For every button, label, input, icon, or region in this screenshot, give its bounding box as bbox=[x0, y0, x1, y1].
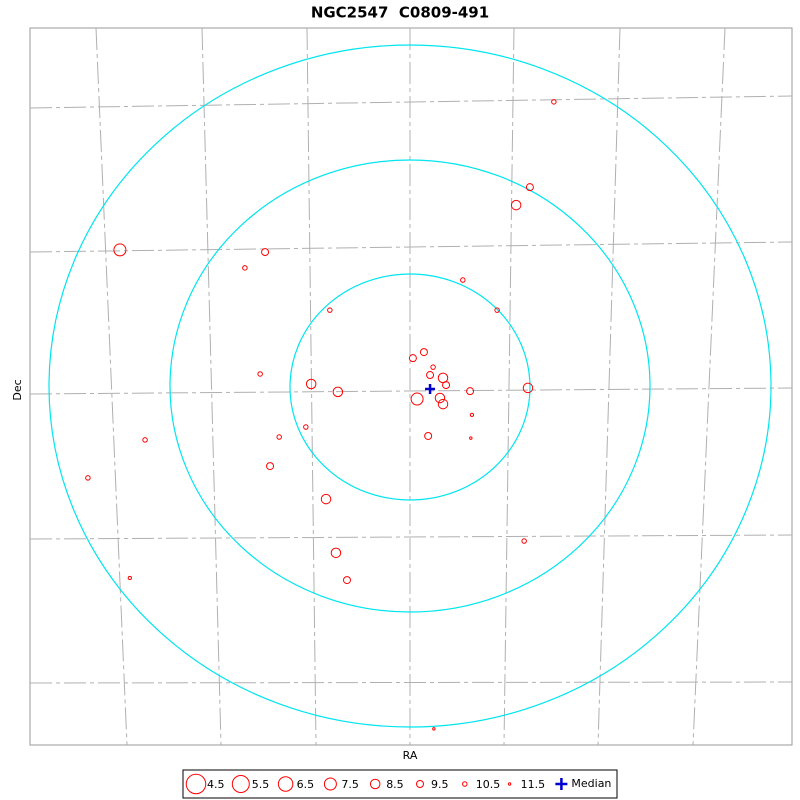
legend-symbol bbox=[416, 780, 424, 788]
chart-title: NGC2547 C0809-491 bbox=[311, 4, 489, 22]
star bbox=[434, 392, 446, 404]
star bbox=[332, 386, 344, 398]
legend-symbol bbox=[277, 776, 294, 792]
star bbox=[408, 354, 417, 363]
legend-symbol bbox=[369, 778, 381, 790]
star bbox=[551, 99, 557, 105]
star bbox=[426, 371, 435, 380]
star bbox=[522, 382, 534, 394]
star bbox=[276, 434, 282, 440]
star bbox=[85, 475, 91, 481]
star bbox=[327, 307, 333, 313]
star bbox=[342, 576, 351, 585]
star bbox=[305, 378, 317, 390]
star bbox=[466, 387, 475, 396]
star bbox=[460, 277, 466, 283]
legend-symbol bbox=[231, 775, 250, 793]
star bbox=[525, 183, 534, 192]
star bbox=[410, 392, 424, 406]
star bbox=[469, 412, 475, 417]
star bbox=[494, 307, 500, 313]
legend-label: 10.5 bbox=[476, 778, 501, 791]
x-axis-label: RA bbox=[403, 749, 418, 762]
star bbox=[510, 199, 522, 211]
star bbox=[330, 547, 342, 559]
distance-rings bbox=[48, 44, 772, 728]
star bbox=[424, 431, 433, 440]
legend-label: 8.5 bbox=[386, 778, 404, 791]
star bbox=[303, 424, 309, 430]
star bbox=[261, 248, 270, 257]
legend-median-symbol bbox=[555, 778, 568, 790]
median-marker bbox=[425, 384, 436, 395]
plot-frame bbox=[29, 27, 793, 746]
star bbox=[442, 381, 451, 390]
legend-symbol bbox=[462, 781, 468, 787]
star bbox=[437, 398, 449, 410]
star bbox=[430, 364, 436, 370]
legend-label: 4.5 bbox=[207, 778, 225, 791]
legend-label: 6.5 bbox=[297, 778, 315, 791]
legend-label: 5.5 bbox=[252, 778, 269, 791]
star bbox=[432, 727, 436, 731]
legend-label: 7.5 bbox=[341, 778, 359, 791]
y-axis-label: Dec bbox=[11, 379, 24, 400]
legend-label: Median bbox=[571, 777, 611, 790]
star bbox=[266, 462, 275, 471]
legend-symbol bbox=[323, 777, 337, 791]
star bbox=[419, 348, 428, 357]
star bbox=[142, 437, 148, 443]
star bbox=[257, 371, 263, 377]
coordinate-grid bbox=[29, 27, 793, 746]
legend-symbol bbox=[185, 773, 207, 795]
star bbox=[521, 538, 527, 544]
legend-symbol bbox=[507, 782, 512, 786]
legend bbox=[182, 769, 618, 799]
star bbox=[127, 575, 132, 581]
star bbox=[320, 493, 332, 505]
star bbox=[242, 265, 248, 271]
legend-label: 11.5 bbox=[521, 778, 546, 791]
star bbox=[469, 436, 473, 440]
legend-label: 9.5 bbox=[431, 778, 449, 791]
star bbox=[113, 243, 127, 257]
